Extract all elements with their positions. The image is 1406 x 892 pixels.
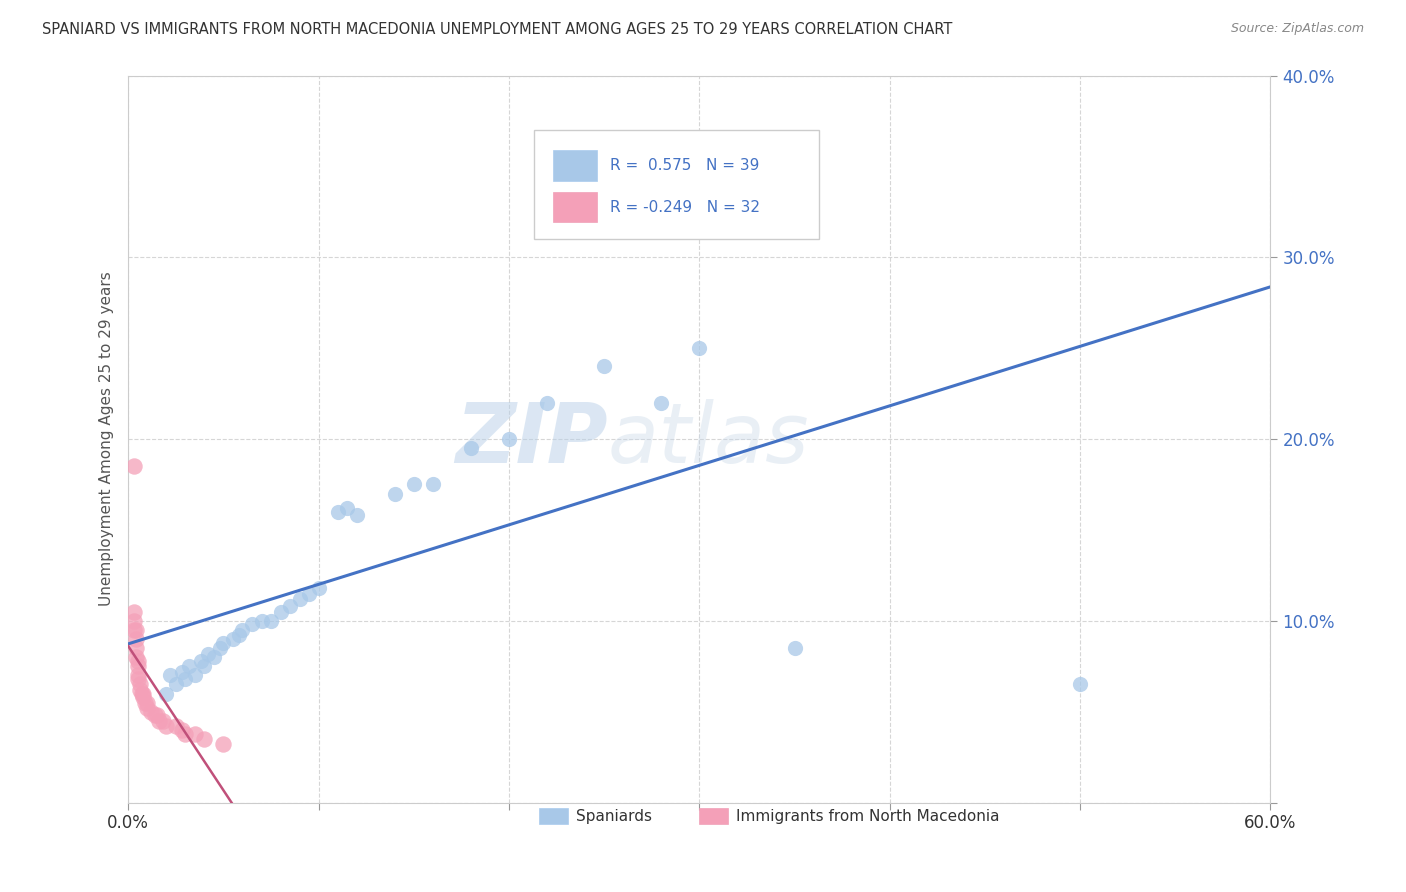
- Point: [208, 641, 231, 656]
- Point: [131, 687, 153, 701]
- Text: Immigrants from North Macedonia: Immigrants from North Macedonia: [735, 809, 1000, 824]
- Point: [250, 614, 273, 628]
- Point: [308, 581, 330, 595]
- Point: [231, 623, 253, 637]
- Point: [170, 723, 193, 737]
- FancyBboxPatch shape: [699, 808, 728, 824]
- Point: [127, 672, 149, 686]
- Point: [326, 505, 349, 519]
- Point: [152, 714, 174, 728]
- Point: [422, 477, 444, 491]
- Point: [148, 714, 170, 728]
- Point: [128, 677, 150, 691]
- Point: [184, 726, 207, 740]
- Point: [193, 659, 215, 673]
- Point: [165, 719, 187, 733]
- Point: [288, 592, 311, 607]
- Point: [346, 508, 368, 523]
- Point: [146, 708, 169, 723]
- Point: [159, 668, 181, 682]
- Point: [122, 605, 145, 619]
- Point: [122, 614, 145, 628]
- Point: [128, 682, 150, 697]
- FancyBboxPatch shape: [553, 192, 596, 222]
- Point: [155, 719, 177, 733]
- Point: [127, 668, 149, 682]
- Text: R = -0.249   N = 32: R = -0.249 N = 32: [610, 200, 761, 215]
- Point: [134, 696, 156, 710]
- Point: [127, 654, 149, 668]
- Point: [783, 641, 806, 656]
- Point: [688, 341, 710, 355]
- Point: [125, 641, 148, 656]
- Point: [650, 395, 672, 409]
- Point: [593, 359, 616, 374]
- Point: [193, 731, 215, 746]
- FancyBboxPatch shape: [534, 130, 820, 239]
- Point: [170, 665, 193, 679]
- Point: [402, 477, 425, 491]
- Point: [127, 659, 149, 673]
- Point: [536, 395, 558, 409]
- Point: [165, 677, 187, 691]
- Point: [143, 708, 166, 723]
- Point: [212, 738, 235, 752]
- Point: [260, 614, 283, 628]
- Point: [278, 599, 301, 614]
- Point: [202, 650, 225, 665]
- Point: [155, 687, 177, 701]
- Point: [122, 459, 145, 474]
- Point: [174, 726, 197, 740]
- Point: [212, 635, 235, 649]
- FancyBboxPatch shape: [553, 151, 596, 181]
- Y-axis label: Unemployment Among Ages 25 to 29 years: Unemployment Among Ages 25 to 29 years: [100, 272, 114, 607]
- Point: [270, 605, 292, 619]
- Point: [125, 623, 148, 637]
- Point: [132, 690, 155, 705]
- Point: [190, 654, 212, 668]
- Point: [139, 705, 162, 719]
- Point: [174, 672, 197, 686]
- Point: [240, 617, 263, 632]
- Text: atlas: atlas: [607, 399, 810, 480]
- Point: [184, 668, 207, 682]
- Point: [593, 178, 616, 192]
- Point: [498, 432, 520, 446]
- Point: [298, 586, 321, 600]
- Point: [122, 623, 145, 637]
- Point: [222, 632, 245, 646]
- Point: [1069, 677, 1091, 691]
- Text: R =  0.575   N = 39: R = 0.575 N = 39: [610, 158, 759, 173]
- Point: [228, 628, 250, 642]
- Point: [125, 650, 148, 665]
- Point: [197, 647, 219, 661]
- Text: Spaniards: Spaniards: [576, 809, 652, 824]
- Text: ZIP: ZIP: [456, 399, 607, 480]
- Point: [336, 501, 359, 516]
- FancyBboxPatch shape: [540, 808, 568, 824]
- Point: [125, 632, 148, 646]
- Point: [460, 441, 482, 455]
- Point: [132, 687, 155, 701]
- Text: SPANIARD VS IMMIGRANTS FROM NORTH MACEDONIA UNEMPLOYMENT AMONG AGES 25 TO 29 YEA: SPANIARD VS IMMIGRANTS FROM NORTH MACEDO…: [42, 22, 952, 37]
- Point: [136, 701, 159, 715]
- Point: [179, 659, 201, 673]
- Point: [136, 696, 159, 710]
- Point: [384, 486, 406, 500]
- Text: Source: ZipAtlas.com: Source: ZipAtlas.com: [1230, 22, 1364, 36]
